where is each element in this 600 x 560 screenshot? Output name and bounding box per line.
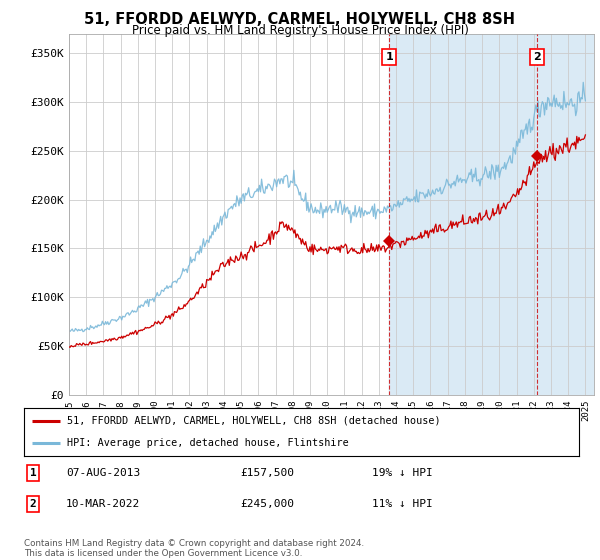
- Text: £157,500: £157,500: [240, 468, 294, 478]
- Text: 1: 1: [29, 468, 37, 478]
- Text: £245,000: £245,000: [240, 499, 294, 509]
- Text: 19% ↓ HPI: 19% ↓ HPI: [372, 468, 433, 478]
- Text: Price paid vs. HM Land Registry's House Price Index (HPI): Price paid vs. HM Land Registry's House …: [131, 24, 469, 37]
- Text: 11% ↓ HPI: 11% ↓ HPI: [372, 499, 433, 509]
- Text: 51, FFORDD AELWYD, CARMEL, HOLYWELL, CH8 8SH: 51, FFORDD AELWYD, CARMEL, HOLYWELL, CH8…: [85, 12, 515, 27]
- Bar: [389, 34, 594, 395]
- Text: 07-AUG-2013: 07-AUG-2013: [66, 468, 140, 478]
- Text: 2: 2: [29, 499, 37, 509]
- Text: HPI: Average price, detached house, Flintshire: HPI: Average price, detached house, Flin…: [67, 438, 349, 448]
- Text: Contains HM Land Registry data © Crown copyright and database right 2024.
This d: Contains HM Land Registry data © Crown c…: [24, 539, 364, 558]
- Text: 1: 1: [385, 52, 393, 62]
- Text: 2: 2: [533, 52, 541, 62]
- Text: 10-MAR-2022: 10-MAR-2022: [66, 499, 140, 509]
- Text: 51, FFORDD AELWYD, CARMEL, HOLYWELL, CH8 8SH (detached house): 51, FFORDD AELWYD, CARMEL, HOLYWELL, CH8…: [67, 416, 441, 426]
